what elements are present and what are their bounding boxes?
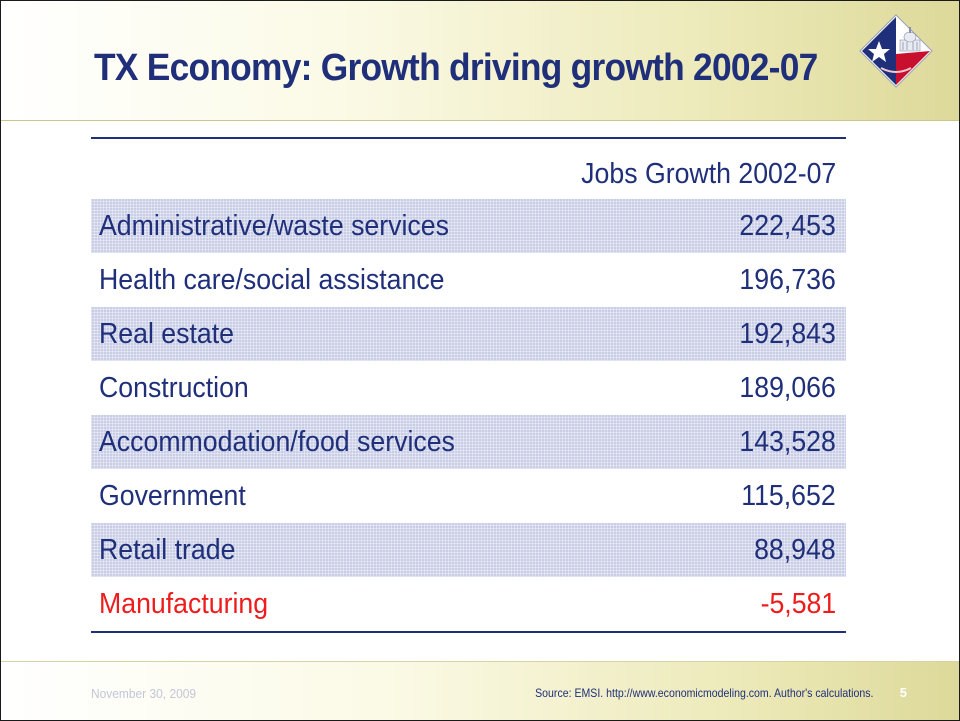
row-label: Accommodation/food services	[99, 425, 455, 458]
row-value: 115,652	[741, 479, 836, 512]
row-label: Manufacturing	[99, 587, 269, 620]
table-row: Administrative/waste services 222,453	[91, 199, 846, 253]
row-value: 192,843	[739, 317, 836, 350]
footer-source: Source: EMSI. http://www.economicmodelin…	[534, 686, 873, 700]
footer-band: November 30, 2009 Source: EMSI. http://w…	[1, 661, 959, 720]
row-label: Health care/social assistance	[99, 263, 445, 296]
row-label: Administrative/waste services	[99, 209, 449, 242]
table-row: Construction 189,066	[91, 361, 846, 415]
row-label: Government	[99, 479, 246, 512]
footer-date: November 30, 2009	[91, 686, 197, 701]
column-header: Jobs Growth 2002-07	[580, 157, 836, 190]
table-header-row: Jobs Growth 2002-07	[91, 139, 846, 199]
row-value: 143,528	[739, 425, 836, 458]
row-label: Retail trade	[99, 533, 236, 566]
jobs-growth-table: Jobs Growth 2002-07 Administrative/waste…	[91, 137, 846, 633]
table-row: Accommodation/food services 143,528	[91, 415, 846, 469]
row-label: Construction	[99, 371, 249, 404]
row-value: -5,581	[760, 587, 836, 620]
row-value: 189,066	[739, 371, 836, 404]
slide-title: TX Economy: Growth driving growth 2002-0…	[94, 47, 818, 89]
table-row: Health care/social assistance 196,736	[91, 253, 846, 307]
table-row: Retail trade 88,948	[91, 523, 846, 577]
row-value: 196,736	[739, 263, 836, 296]
row-value: 88,948	[754, 533, 836, 566]
table-row: Real estate 192,843	[91, 307, 846, 361]
page-number: 5	[899, 685, 907, 700]
texas-star-capitol-logo-icon	[859, 14, 933, 88]
row-value: 222,453	[739, 209, 836, 242]
header-band: TX Economy: Growth driving growth 2002-0…	[1, 1, 959, 121]
table-row: Government 115,652	[91, 469, 846, 523]
row-label: Real estate	[99, 317, 234, 350]
table-row-negative: Manufacturing -5,581	[91, 577, 846, 631]
